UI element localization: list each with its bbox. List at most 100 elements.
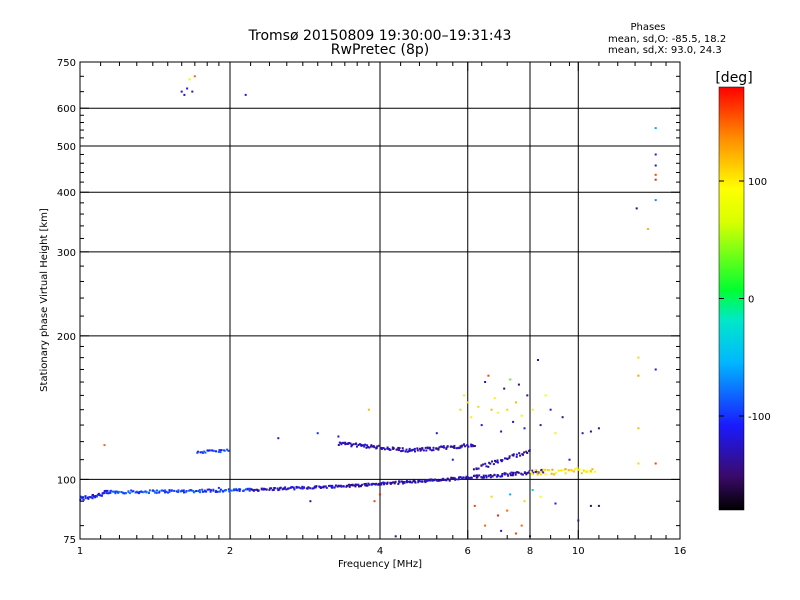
- y-tick-label: 300: [57, 248, 76, 259]
- data-point: [209, 490, 212, 493]
- data-point: [523, 451, 526, 454]
- data-point: [107, 492, 110, 495]
- data-point: [523, 427, 526, 430]
- data-point: [457, 447, 460, 450]
- data-point: [491, 475, 494, 478]
- data-point: [426, 479, 429, 481]
- data-point: [446, 478, 449, 481]
- data-point: [230, 489, 233, 492]
- data-point: [186, 87, 189, 90]
- data-point: [337, 435, 340, 438]
- data-point: [459, 408, 462, 411]
- x-tick-label: 6: [465, 546, 471, 557]
- data-point: [380, 483, 383, 486]
- data-point: [418, 447, 421, 450]
- data-point: [182, 489, 185, 492]
- data-point: [453, 447, 456, 449]
- data-point: [286, 487, 289, 490]
- data-point: [132, 490, 135, 493]
- data-point: [434, 478, 437, 481]
- data-point: [405, 480, 408, 482]
- data-point: [293, 488, 296, 491]
- data-point: [400, 450, 403, 453]
- data-point: [348, 442, 351, 444]
- data-point: [436, 479, 439, 482]
- data-point: [244, 488, 247, 491]
- x-tick-label: 1: [77, 546, 83, 557]
- data-point: [512, 453, 515, 456]
- data-point: [597, 504, 600, 507]
- data-point: [408, 450, 411, 453]
- data-point: [477, 467, 480, 470]
- data-point: [82, 498, 85, 501]
- data-point: [637, 356, 640, 359]
- data-point: [337, 444, 340, 446]
- data-point: [397, 446, 400, 449]
- data-point: [461, 444, 464, 447]
- data-point: [466, 476, 469, 479]
- data-point: [370, 444, 373, 447]
- data-point: [260, 487, 263, 490]
- data-point: [368, 483, 371, 486]
- data-point: [396, 448, 399, 451]
- data-point: [506, 408, 509, 411]
- data-point: [168, 489, 171, 492]
- data-point: [357, 444, 360, 446]
- data-point: [154, 491, 157, 494]
- data-point: [101, 492, 104, 495]
- data-point: [654, 178, 657, 181]
- data-point: [572, 470, 575, 473]
- data-point: [523, 472, 526, 474]
- data-point: [406, 481, 408, 484]
- data-point: [496, 474, 499, 476]
- data-point: [358, 485, 361, 488]
- grid-lines: [80, 62, 680, 539]
- data-point: [654, 173, 657, 176]
- data-point: [457, 478, 460, 481]
- data-point: [432, 446, 435, 449]
- data-point: [540, 473, 543, 476]
- data-point: [443, 478, 446, 481]
- data-point: [470, 416, 473, 419]
- data-point: [473, 504, 476, 507]
- data-point: [238, 489, 241, 492]
- data-point: [277, 437, 280, 440]
- data-point: [115, 490, 118, 493]
- data-point: [352, 484, 354, 487]
- data-point: [425, 449, 428, 452]
- y-tick-label: 750: [57, 58, 76, 69]
- data-point: [514, 471, 517, 474]
- data-point: [506, 509, 509, 512]
- data-point: [480, 464, 483, 467]
- data-point: [571, 469, 573, 472]
- data-point: [382, 481, 385, 484]
- stats-line-o: mean, sd,O: -85.5, 18.2: [608, 34, 726, 45]
- data-point: [160, 489, 163, 492]
- data-point: [512, 454, 515, 457]
- data-point: [441, 479, 444, 481]
- data-point: [90, 496, 93, 499]
- data-point: [371, 482, 374, 485]
- data-point: [469, 476, 471, 479]
- data-point: [316, 432, 319, 435]
- data-point: [518, 452, 521, 455]
- data-point: [367, 408, 370, 411]
- data-point: [386, 481, 389, 484]
- data-point: [490, 408, 493, 411]
- data-point: [442, 477, 445, 480]
- data-point: [204, 451, 207, 454]
- data-point: [525, 450, 528, 453]
- x-tick-label: 2: [227, 546, 233, 557]
- data-point: [527, 471, 530, 474]
- data-point: [528, 449, 531, 452]
- data-point: [218, 449, 221, 452]
- data-point: [328, 484, 330, 487]
- data-point: [563, 469, 566, 471]
- data-point: [257, 489, 260, 492]
- data-point: [514, 473, 517, 476]
- data-point: [451, 458, 454, 461]
- data-point: [421, 447, 424, 450]
- data-point: [289, 486, 292, 489]
- data-point: [635, 207, 638, 210]
